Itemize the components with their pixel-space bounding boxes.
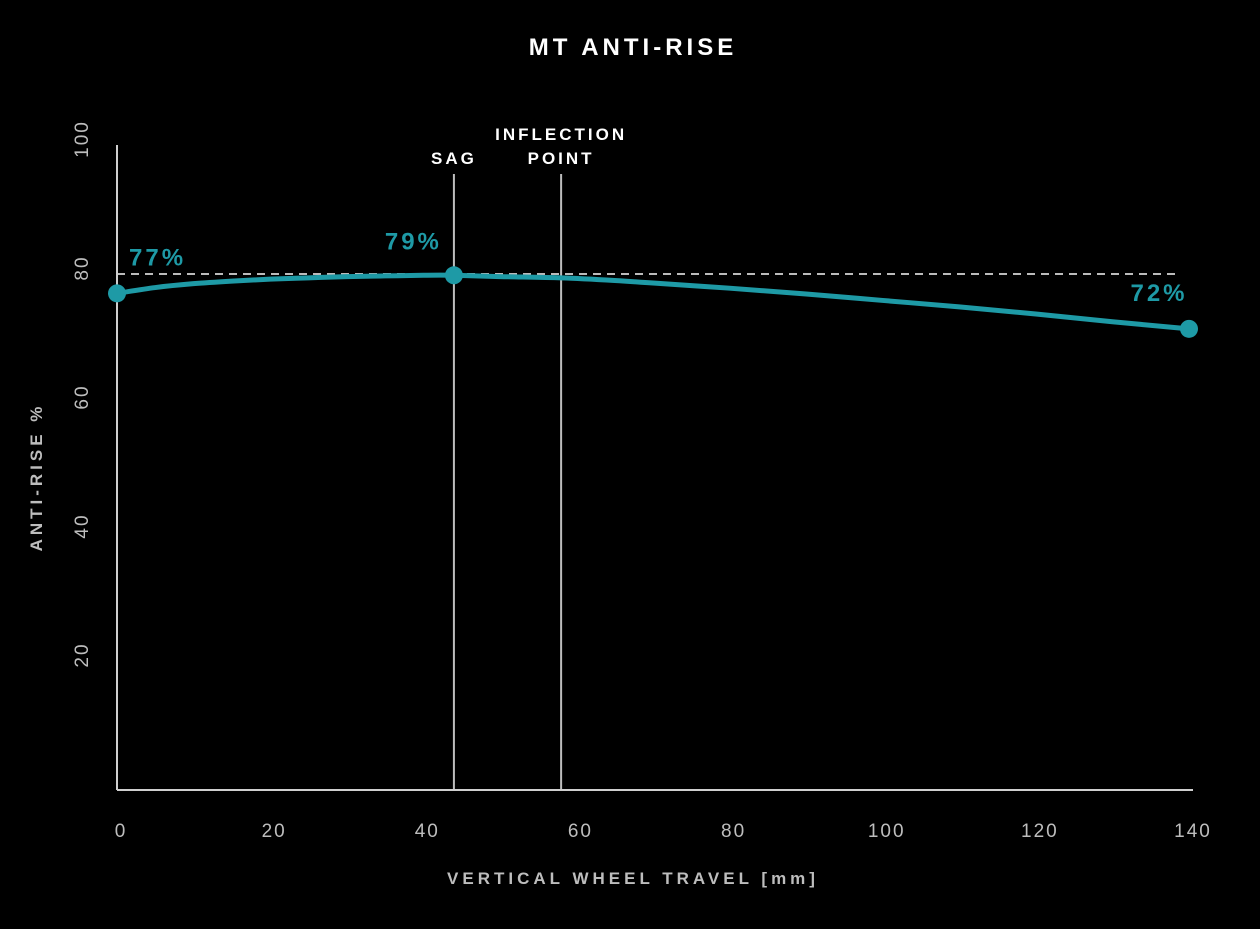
axes-group bbox=[116, 145, 1193, 791]
data-point bbox=[444, 266, 463, 285]
data-point-label: 72% bbox=[1130, 280, 1187, 307]
tick-labels-group: 0 20 40 60 80 100 120 140 20 40 60 80 100 bbox=[72, 120, 1212, 842]
x-tick-label: 40 bbox=[415, 821, 440, 842]
y-tick-label: 20 bbox=[72, 642, 93, 667]
data-point bbox=[1180, 319, 1198, 338]
y-tick-label: 80 bbox=[72, 255, 93, 280]
x-tick-label: 0 bbox=[115, 821, 128, 842]
anti-rise-series-line bbox=[114, 272, 1192, 332]
y-tick-label: 100 bbox=[72, 120, 93, 158]
y-tick-label: 40 bbox=[72, 513, 93, 538]
series-group bbox=[114, 272, 1192, 332]
vertical-markers-group: SAG INFLECTION POINT bbox=[431, 125, 627, 790]
vertical-marker-label: POINT bbox=[528, 149, 595, 168]
vertical-marker-label: SAG bbox=[431, 149, 477, 168]
y-axis-label: ANTI-RISE % bbox=[27, 403, 46, 552]
x-tick-label: 140 bbox=[1174, 821, 1212, 842]
data-point bbox=[108, 284, 126, 303]
data-points-group: 77% 79% 72% bbox=[108, 228, 1198, 338]
vertical-marker-label: INFLECTION bbox=[495, 125, 627, 144]
x-tick-label: 120 bbox=[1021, 821, 1059, 842]
x-tick-label: 100 bbox=[868, 821, 906, 842]
data-point-label: 77% bbox=[129, 244, 186, 271]
x-axis-label: VERTICAL WHEEL TRAVEL [mm] bbox=[447, 869, 819, 888]
x-tick-label: 80 bbox=[721, 821, 746, 842]
x-tick-label: 20 bbox=[262, 821, 287, 842]
data-point-label: 79% bbox=[385, 228, 442, 255]
x-tick-label: 60 bbox=[568, 821, 593, 842]
chart-title: MT ANTI-RISE bbox=[529, 34, 737, 61]
y-tick-label: 60 bbox=[72, 384, 93, 409]
